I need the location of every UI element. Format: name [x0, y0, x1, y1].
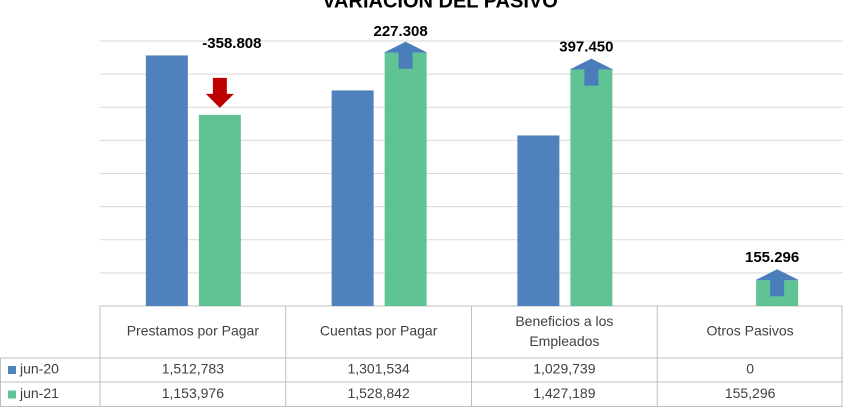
- annotation: 227.308: [374, 23, 428, 40]
- table-value: 0: [746, 361, 754, 377]
- annotation: -358.808: [202, 35, 261, 52]
- annotation: 155.296: [745, 249, 799, 266]
- table-value: 1,301,534: [347, 361, 409, 377]
- table-value: 155,296: [725, 385, 776, 401]
- arrow-down: [205, 77, 234, 108]
- chart-title: VARIACIÓN DEL PASIVO: [322, 0, 558, 12]
- bar: [198, 114, 241, 306]
- x-tick-label: Beneficios a los Empleados: [515, 313, 613, 349]
- table-value: 1,512,783: [162, 361, 224, 377]
- x-tick-label: Cuentas por Pagar: [320, 323, 438, 339]
- table-value: 1,153,976: [162, 385, 224, 401]
- legend-swatch: [8, 366, 16, 374]
- bar: [517, 135, 560, 306]
- table-value: 1,427,189: [533, 385, 595, 401]
- table-value: 1,029,739: [533, 361, 595, 377]
- x-tick-label-line: Beneficios a los: [515, 313, 613, 329]
- arrow-up: [383, 41, 428, 69]
- bar: [145, 55, 188, 307]
- bar: [384, 52, 427, 306]
- x-tick-label: Prestamos por Pagar: [127, 323, 260, 339]
- arrow-up: [569, 58, 614, 86]
- legend-label: jun-20: [19, 361, 59, 377]
- legend-label: jun-21: [19, 385, 59, 401]
- arrow-up: [755, 269, 800, 297]
- annotation: 397.450: [559, 39, 613, 56]
- x-tick-label: Otros Pasivos: [707, 323, 794, 339]
- legend-swatch: [8, 390, 16, 399]
- bar: [331, 90, 374, 306]
- x-tick-label-line: Empleados: [529, 333, 599, 349]
- bar: [570, 69, 613, 306]
- table-value: 1,528,842: [347, 385, 409, 401]
